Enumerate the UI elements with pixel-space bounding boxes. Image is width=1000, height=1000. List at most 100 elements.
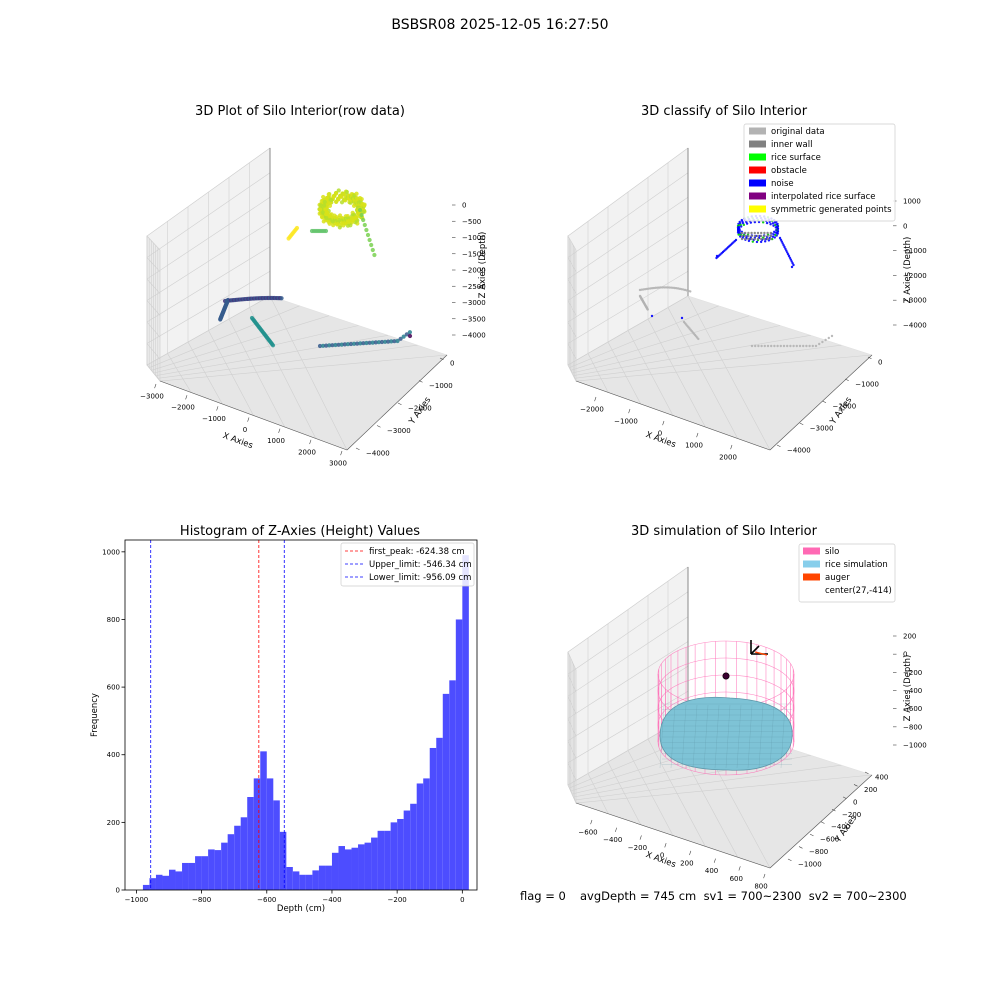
panel2-data-point [769, 237, 772, 241]
panel4-title: 3D simulation of Silo Interior [631, 524, 817, 539]
panel2-data-point [784, 247, 787, 250]
panel2-data-point [785, 249, 788, 252]
panel1-data-point [370, 247, 375, 253]
histogram-legend-label: Lower_limit: -956.09 cm [369, 573, 471, 583]
panel2-y-axis-line [769, 354, 873, 451]
histogram-x-tick-label: −200 [388, 896, 407, 904]
panel4-legend-label: rice simulation [825, 560, 888, 570]
panel2-data-point [753, 237, 756, 241]
panel1-gridline [146, 147, 271, 251]
histogram-bar [312, 870, 319, 890]
panel1-data-point [357, 207, 363, 213]
panel1-data-point [286, 236, 291, 241]
panel1-z-tick-label: −2500 [462, 283, 486, 291]
panel2-data-point [744, 237, 747, 241]
panel2-data-point [805, 344, 808, 348]
panel1-data-point [372, 252, 377, 258]
panel1-z-axis-label: Z Axies (Depth) [478, 232, 488, 299]
panel1-data-point [326, 219, 331, 224]
panel1-data-point [354, 191, 359, 196]
panel2-data-point [663, 286, 666, 289]
panel4-x-tick-mark [590, 819, 593, 825]
rice-mesh-line [736, 704, 742, 769]
histogram-x-axis-label: Depth (cm) [277, 904, 325, 914]
panel2-data-point [773, 236, 776, 239]
panel2-legend-swatch [749, 192, 766, 200]
histogram-bar [175, 871, 183, 890]
rice-mesh-line [758, 704, 764, 769]
histogram-x-tick-label: −400 [322, 896, 341, 904]
panel2-x-tick-label: 2000 [719, 454, 737, 462]
panel1-data-point [362, 202, 367, 207]
panel1-data-point [359, 197, 364, 202]
panel2-x-tick-label: 0 [658, 430, 662, 438]
panel1-data-point [337, 225, 342, 230]
panel2-data-point [754, 344, 757, 348]
panel2-data-point [769, 234, 772, 238]
panel2-data-point [740, 234, 744, 238]
panel2-data-point [661, 286, 664, 289]
panel2-data-point [792, 344, 795, 348]
panel2-data-point [780, 240, 783, 243]
panel2-legend-label: original data [771, 127, 825, 137]
panel2-data-point [811, 344, 814, 348]
panel1-z-tick-label: 0 [462, 202, 466, 210]
panel2-data-point [747, 237, 750, 241]
panel2-y-tick-label: 0 [878, 359, 882, 367]
panel2-data-point [747, 239, 751, 243]
histogram-bar [351, 847, 359, 890]
panel2-data-point [670, 286, 673, 289]
panel1-x-tick-mark [278, 428, 281, 433]
panel4-x-axis-line [575, 802, 771, 869]
panel4-z-tick-label: −600 [903, 705, 922, 713]
panel2-y-tick-label: −3000 [810, 425, 834, 433]
panel2-data-point [756, 237, 760, 241]
histogram-bar [162, 875, 169, 890]
panel2-data-point [770, 344, 773, 348]
panel2-data-point [783, 245, 786, 249]
panel2-y-tick-label: −4000 [787, 447, 811, 455]
panel2-data-point [750, 344, 754, 348]
panel4-z-tick-label: 200 [903, 633, 916, 641]
panel1-data-point [324, 196, 329, 201]
panel2-gridline [567, 172, 689, 272]
panel2-data-point [744, 231, 747, 235]
panel1-data-point [370, 340, 375, 345]
panel1-data-point [279, 296, 284, 301]
panel2-y-tick-label: −2000 [833, 403, 857, 411]
panel2-data-point [757, 220, 761, 224]
panel4-x-tick-mark [713, 858, 716, 863]
panel2-data-point [750, 231, 753, 235]
panel2-data-point [787, 254, 791, 258]
panel2-data-point [738, 235, 742, 238]
panel2-y-tick-mark [822, 400, 827, 404]
rice-mesh-line [670, 704, 676, 769]
panel2-data-point [747, 234, 750, 238]
panel2-data-point [827, 336, 830, 340]
panel1-data-point [358, 341, 363, 346]
panel2-x-tick-label: −2000 [580, 406, 604, 414]
panel1-data-point [365, 232, 371, 238]
histogram-bar [449, 680, 456, 890]
panel2-data-point [664, 286, 668, 289]
panel1-y-tick-mark [355, 447, 360, 451]
histogram-bar [371, 837, 378, 890]
histogram-y-tick-label: 1000 [102, 548, 120, 556]
histogram-bar [221, 842, 228, 890]
histogram-y-tick-label: 800 [107, 616, 120, 624]
panel4-gridline [567, 591, 689, 693]
panel1-data-point [383, 339, 388, 344]
rice-mesh-line [769, 704, 775, 769]
histogram-bar [403, 810, 411, 890]
panel1-data-point [401, 334, 406, 339]
panel2-data-point [740, 225, 743, 228]
panel1-data-point [321, 343, 326, 348]
panel4-x-tick-mark [615, 827, 617, 833]
panel2-data-point [737, 233, 740, 236]
panel2-data-point [773, 344, 776, 348]
panel2-data-point [776, 222, 779, 226]
histogram-bar [182, 862, 189, 890]
histogram-bar [377, 830, 385, 890]
panel1-data-point [317, 343, 323, 349]
panel1-data-point [330, 343, 335, 348]
